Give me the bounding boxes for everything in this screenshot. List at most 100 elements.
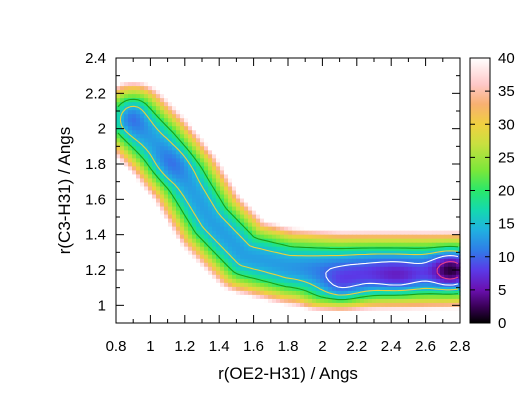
- heatmap-cell: [424, 154, 429, 159]
- heatmap-cell: [328, 254, 333, 260]
- heatmap-cell: [412, 262, 417, 268]
- heatmap-cell: [404, 254, 409, 260]
- heatmap-cell: [128, 130, 133, 135]
- heatmap-cell: [268, 118, 273, 123]
- heatmap-cell: [224, 214, 229, 220]
- heatmap-cell: [276, 222, 281, 228]
- heatmap-cell: [212, 190, 217, 196]
- heatmap-cell: [408, 118, 413, 123]
- heatmap-cell: [324, 82, 329, 87]
- heatmap-cell: [272, 230, 277, 236]
- heatmap-cell: [232, 210, 237, 216]
- heatmap-cell: [296, 206, 301, 212]
- heatmap-cell: [360, 254, 365, 260]
- heatmap-cell: [208, 222, 213, 228]
- heatmap-cell: [236, 278, 241, 284]
- heatmap-cell: [292, 86, 297, 91]
- heatmap-cell: [372, 246, 377, 252]
- heatmap-cell: [452, 90, 457, 95]
- heatmap-cell: [204, 202, 209, 208]
- heatmap-cell: [404, 94, 409, 99]
- heatmap-cell: [340, 254, 345, 260]
- heatmap-cell: [308, 234, 313, 240]
- heatmap-cell: [312, 146, 317, 151]
- heatmap-cell: [184, 234, 189, 240]
- heatmap-cell: [272, 270, 277, 276]
- heatmap-cell: [392, 198, 397, 204]
- heatmap-cell: [336, 130, 341, 135]
- heatmap-cell: [232, 266, 237, 272]
- heatmap-cell: [220, 126, 225, 131]
- heatmap-cell: [324, 190, 329, 196]
- heatmap-cell: [268, 94, 273, 99]
- heatmap-cell: [160, 138, 165, 143]
- heatmap-cell: [444, 110, 449, 115]
- heatmap-cell: [388, 118, 393, 123]
- heatmap-cell: [120, 150, 125, 155]
- heatmap-cell: [244, 234, 249, 240]
- heatmap-cell: [444, 278, 449, 284]
- heatmap-cell: [248, 138, 253, 143]
- heatmap-cell: [452, 186, 457, 192]
- heatmap-cell: [212, 274, 217, 280]
- heatmap-cell: [136, 226, 141, 232]
- heatmap-cell: [224, 158, 229, 163]
- heatmap-cell: [260, 258, 265, 264]
- heatmap-cell: [220, 270, 225, 276]
- heatmap-cell: [172, 162, 177, 168]
- heatmap-cell: [376, 146, 381, 151]
- heatmap-cell: [128, 186, 133, 192]
- heatmap-cell: [128, 154, 133, 159]
- heatmap-cell: [356, 178, 361, 184]
- heatmap-cell: [416, 234, 421, 240]
- heatmap-cell: [216, 262, 221, 268]
- heatmap-cell: [328, 206, 333, 212]
- heatmap-cell: [268, 186, 273, 192]
- heatmap-cell: [268, 174, 273, 180]
- heatmap-cell: [424, 150, 429, 155]
- heatmap-cell: [448, 78, 453, 83]
- heatmap-cell: [336, 106, 341, 111]
- heatmap-cell: [228, 134, 233, 139]
- heatmap-cell: [376, 178, 381, 184]
- heatmap-cell: [388, 74, 393, 79]
- heatmap-cell: [324, 194, 329, 200]
- heatmap-cell: [368, 198, 373, 204]
- heatmap-cell: [428, 78, 433, 83]
- heatmap-cell: [332, 210, 337, 216]
- heatmap-cell: [200, 126, 205, 131]
- heatmap-cell: [172, 66, 177, 71]
- heatmap-cell: [268, 214, 273, 220]
- heatmap-cell: [444, 122, 449, 127]
- heatmap-cell: [408, 250, 413, 256]
- heatmap-cell: [124, 234, 129, 240]
- heatmap-cell: [268, 170, 273, 176]
- heatmap-cell: [144, 242, 149, 248]
- heatmap-cell: [368, 218, 373, 224]
- heatmap-cell: [164, 250, 169, 256]
- heatmap-cell: [148, 262, 153, 268]
- heatmap-cell: [120, 238, 125, 244]
- heatmap-cell: [352, 222, 357, 228]
- heatmap-cell: [200, 110, 205, 115]
- heatmap-cell: [348, 170, 353, 176]
- heatmap-cell: [260, 170, 265, 176]
- heatmap-cell: [328, 274, 333, 280]
- heatmap-cell: [248, 118, 253, 123]
- heatmap-cell: [144, 134, 149, 139]
- heatmap-cell: [348, 122, 353, 127]
- heatmap-cell: [152, 222, 157, 228]
- heatmap-cell: [136, 186, 141, 192]
- heatmap-cell: [336, 258, 341, 264]
- heatmap-cell: [156, 162, 161, 168]
- heatmap-cell: [188, 58, 193, 63]
- heatmap-cell: [132, 242, 137, 248]
- heatmap-cell: [196, 150, 201, 155]
- heatmap-cell: [392, 74, 397, 79]
- heatmap-cell: [432, 90, 437, 95]
- heatmap-cell: [228, 254, 233, 260]
- heatmap-cell: [264, 90, 269, 95]
- heatmap-cell: [364, 98, 369, 103]
- heatmap-cell: [412, 58, 417, 63]
- heatmap-cell: [192, 222, 197, 228]
